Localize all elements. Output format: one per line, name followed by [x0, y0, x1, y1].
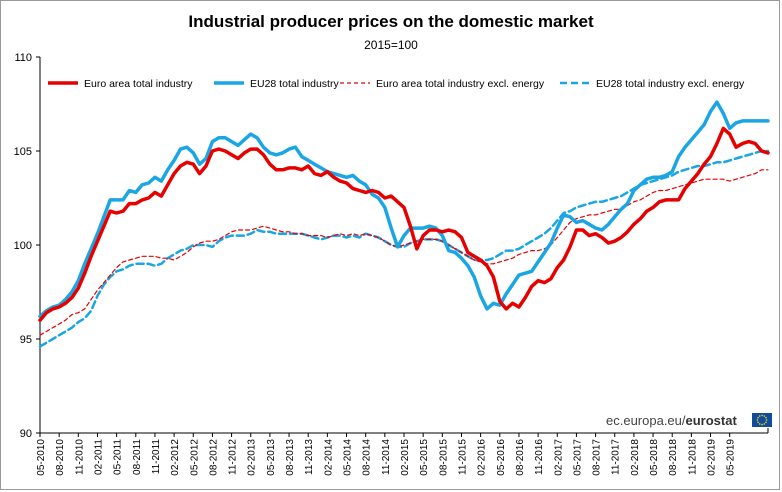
chart-axes: 90 95 100 105 110 05-2010 08-2010 11-2010 02-201… [14, 52, 769, 476]
eu-flag-star [757, 421, 759, 424]
eu-flag-background [752, 413, 772, 427]
x-tick-label: 11-2011 [151, 439, 162, 475]
x-tick-label: 02-2011 [93, 439, 104, 475]
x-tick-label: 02-2019 [707, 439, 718, 476]
x-tick-label: 05-2017 [572, 439, 583, 476]
x-tick-label: 05-2012 [189, 439, 200, 476]
x-tick-label: 11-2010 [74, 439, 85, 475]
x-tick-label: 08-2012 [208, 439, 219, 476]
eu-flag-star [765, 421, 767, 424]
y-tick-label: 110 [14, 52, 32, 64]
eu-flag-star [756, 419, 759, 421]
x-tick-label: 05-2015 [419, 439, 430, 476]
chart-title: Industrial producer prices on the domest… [188, 12, 594, 31]
series-line-euro-area-total [38, 126, 770, 322]
x-tick-label: 08-2015 [438, 439, 449, 476]
y-tick-label: 105 [14, 146, 32, 158]
x-tick-label: 02-2015 [400, 439, 411, 476]
eu-flag-icon [752, 413, 772, 427]
eu-flag-star [761, 414, 763, 417]
eu-flag-star [758, 423, 761, 425]
x-tick-label: 05-2019 [726, 439, 737, 476]
eu-flag-star [758, 415, 761, 417]
eu-flag-star [763, 415, 766, 417]
x-tick-label: 05-2011 [113, 439, 124, 475]
y-tick-label: 95 [20, 334, 32, 346]
x-tick-label: 02-2013 [247, 439, 258, 476]
eu-flag-star [765, 419, 768, 421]
x-tick-label: 05-2018 [649, 439, 660, 476]
legend-label: EU28 total industry [250, 78, 339, 90]
x-tick-label: 05-2010 [36, 439, 47, 476]
x-tick-label: 02-2012 [170, 439, 181, 476]
x-tick-label: 11-2017 [611, 439, 622, 475]
legend-label: Euro area total industry [84, 78, 193, 90]
x-tick-label: 08-2017 [592, 439, 603, 476]
chart-legend: Euro area total industry EU28 total indus… [48, 78, 745, 90]
x-tick-label: 08-2010 [55, 439, 66, 476]
eu-flag-star [763, 423, 766, 425]
chart-series [38, 100, 770, 348]
source-url: ec.europa.eu/ [606, 413, 686, 428]
source-brand: eurostat [685, 413, 737, 428]
x-tick-label: 05-2014 [343, 439, 354, 476]
x-tick-label: 08-2016 [515, 439, 526, 476]
y-tick-label: 90 [20, 428, 32, 440]
x-tick-label: 02-2018 [630, 439, 641, 476]
x-tick-label: 11-2012 [228, 439, 239, 475]
x-tick-label: 11-2015 [457, 439, 468, 475]
x-tick-label: 05-2016 [496, 439, 507, 476]
y-tick-label: 100 [14, 240, 32, 252]
x-tick-label: 11-2016 [534, 439, 545, 475]
x-tick-label: 08-2011 [132, 439, 143, 475]
eu-flag-star [761, 423, 763, 426]
series-line-eu28-total [38, 100, 770, 319]
series-line-eu28-excl-energy [38, 149, 770, 348]
x-tick-label: 08-2014 [362, 439, 373, 476]
eu-flag-star [757, 416, 759, 419]
legend-label: EU28 total industry excl. energy [596, 78, 745, 90]
x-tick-label: 08-2013 [285, 439, 296, 476]
x-tick-label: 11-2013 [304, 439, 315, 475]
x-tick-label: 02-2016 [477, 439, 488, 476]
legend-label: Euro area total industry excl. energy [376, 78, 545, 90]
source-credit: ec.europa.eu/eurostat [606, 413, 737, 428]
x-tick-label: 02-2017 [553, 439, 564, 476]
x-tick-label: 08-2018 [668, 439, 679, 476]
series-line-euro-area-excl-energy [39, 169, 769, 336]
x-tick-label: 05-2013 [266, 439, 277, 476]
chart-subtitle: 2015=100 [364, 38, 418, 52]
eu-flag-star [765, 416, 767, 419]
x-tick-label: 11-2014 [381, 439, 392, 475]
x-tick-label: 11-2018 [687, 439, 698, 475]
x-tick-label: 02-2014 [323, 439, 334, 476]
